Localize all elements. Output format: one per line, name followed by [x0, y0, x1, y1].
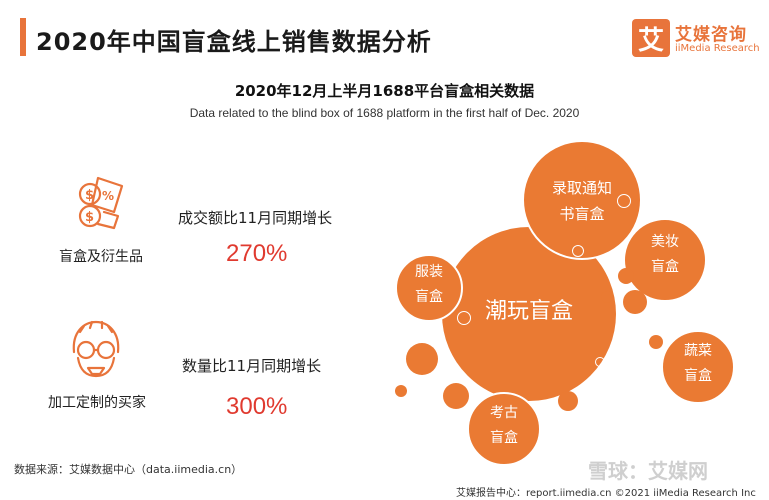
xueqiu-watermark: 雪球：艾媒网	[588, 459, 708, 483]
bubble-cosmetics	[623, 218, 707, 302]
bubble-clothing	[395, 254, 463, 322]
bubble-label-line: 考古	[490, 405, 518, 421]
iimedia-logo: 艾 艾媒咨询 iiMedia Research	[632, 19, 764, 59]
bubble-label-line: 蔬菜	[684, 343, 712, 359]
bubble-archaeology	[467, 392, 541, 466]
subtitle-en: Data related to the blind box of 1688 pl…	[189, 106, 580, 120]
title-accent-bar	[20, 18, 26, 56]
bubble-label-line: 书盲盒	[559, 205, 605, 223]
page-title: 2020年中国盲盒线上销售数据分析	[36, 28, 432, 56]
bubble-main-label: 潮玩盲盒	[484, 299, 573, 324]
stat-value: 300%	[226, 393, 288, 420]
decorative-dot	[395, 385, 407, 397]
logo-name-en: iiMedia Research	[675, 43, 760, 54]
logo-name-cn: 艾媒咨询	[675, 25, 747, 45]
bubble-vegetables	[661, 330, 735, 404]
blind-box-category-bubbles: 潮玩盲盒 录取通知 书盲盒 美妆 盲盒 服装 盲盒 蔬菜 盲盒 考古 盲盒	[370, 130, 769, 470]
bubble-label-line: 盲盒	[490, 430, 518, 446]
bubble-label-line: 盲盒	[684, 368, 712, 384]
bubble-label-line: 盲盒	[415, 289, 443, 305]
glasses-face-icon	[72, 320, 120, 378]
money-document-icon: % $ $	[78, 176, 124, 230]
svg-text:$: $	[85, 210, 94, 225]
decorative-dot	[623, 290, 647, 314]
bubble-label-line: 录取通知	[551, 179, 612, 197]
stat-metric-label: 数量比11月同期增长	[182, 357, 322, 375]
decorative-dot	[649, 335, 663, 349]
bubble-label-line: 盲盒	[651, 259, 679, 275]
decorative-dot	[558, 391, 578, 411]
decorative-ring	[572, 245, 584, 257]
decorative-ring	[617, 194, 631, 208]
footer-copyright: 艾媒报告中心：report.iimedia.cn ©2021 iiMedia R…	[456, 488, 756, 499]
stat-metric-label: 成交额比11月同期增长	[178, 209, 333, 227]
decorative-ring	[595, 357, 605, 367]
stat-left-label: 加工定制的买家	[48, 395, 146, 411]
svg-text:%: %	[102, 189, 114, 203]
decorative-ring	[457, 311, 471, 325]
bubble-label-line: 服装	[415, 264, 443, 280]
decorative-dot	[601, 291, 613, 303]
decorative-dot	[618, 268, 634, 284]
decorative-dot	[443, 383, 469, 409]
subtitle-cn: 2020年12月上半月1688平台盲盒相关数据	[234, 82, 535, 100]
decorative-dot	[406, 343, 438, 375]
stat-left-label: 盲盒及衍生品	[59, 249, 143, 265]
svg-text:$: $	[85, 188, 94, 203]
stat-value: 270%	[226, 240, 288, 267]
data-source: 数据来源：艾媒数据中心（data.iimedia.cn）	[14, 463, 243, 476]
bubble-label-line: 美妆	[651, 234, 679, 250]
logo-mark: 艾	[632, 19, 670, 57]
